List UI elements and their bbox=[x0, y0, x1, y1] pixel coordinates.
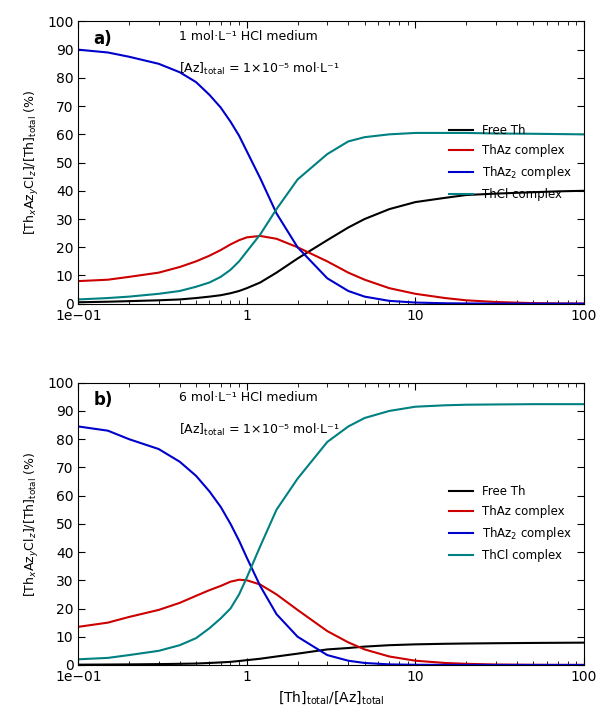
X-axis label: [Th]$_{\mathrm{total}}$/[Az]$_{\mathrm{total}}$: [Th]$_{\mathrm{total}}$/[Az]$_{\mathrm{t… bbox=[278, 689, 385, 706]
Text: a): a) bbox=[93, 30, 112, 48]
Text: 6 mol·L⁻¹ HCl medium: 6 mol·L⁻¹ HCl medium bbox=[179, 391, 318, 404]
Text: [Az]$_{\mathrm{total}}$ = 1×10⁻⁵ mol·L⁻¹: [Az]$_{\mathrm{total}}$ = 1×10⁻⁵ mol·L⁻¹ bbox=[179, 423, 340, 438]
Legend: Free Th, ThAz complex, ThAz$_2$ complex, ThCl complex: Free Th, ThAz complex, ThAz$_2$ complex,… bbox=[443, 118, 578, 207]
Text: 1 mol·L⁻¹ HCl medium: 1 mol·L⁻¹ HCl medium bbox=[179, 30, 318, 43]
Text: [Az]$_{\mathrm{total}}$ = 1×10⁻⁵ mol·L⁻¹: [Az]$_{\mathrm{total}}$ = 1×10⁻⁵ mol·L⁻¹ bbox=[179, 61, 340, 77]
Y-axis label: [Th$_x$Az$_y$Cl$_z$]/[Th]$_{\mathrm{total}}$ (%): [Th$_x$Az$_y$Cl$_z$]/[Th]$_{\mathrm{tota… bbox=[23, 90, 42, 235]
Legend: Free Th, ThAz complex, ThAz$_2$ complex, ThCl complex: Free Th, ThAz complex, ThAz$_2$ complex,… bbox=[443, 479, 578, 568]
Y-axis label: [Th$_x$Az$_y$Cl$_z$]/[Th]$_{\mathrm{total}}$ (%): [Th$_x$Az$_y$Cl$_z$]/[Th]$_{\mathrm{tota… bbox=[23, 451, 42, 596]
Text: b): b) bbox=[93, 391, 113, 409]
